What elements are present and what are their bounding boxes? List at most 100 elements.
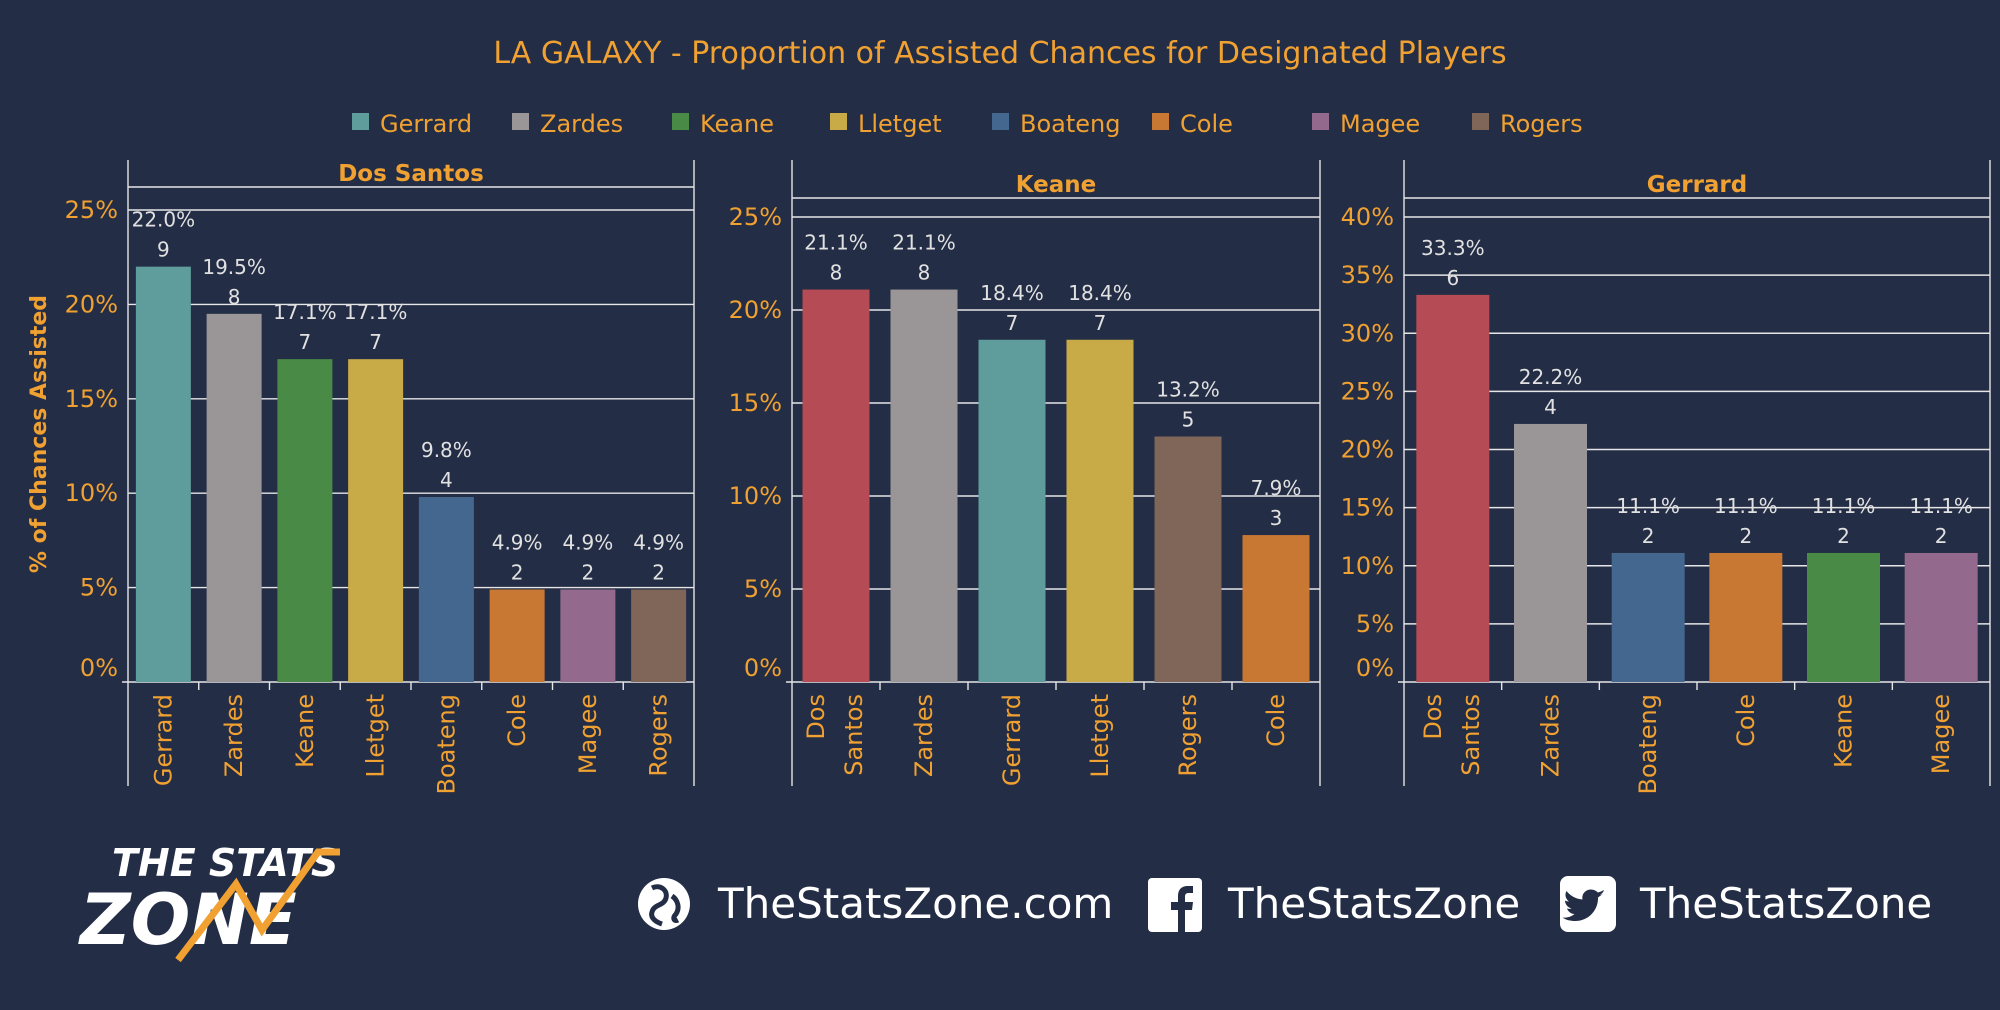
facebook-icon xyxy=(1148,878,1202,932)
legend-label-cole: Cole xyxy=(1180,110,1233,138)
data-label-count: 7 xyxy=(1094,311,1107,335)
data-label-count: 2 xyxy=(1739,524,1752,548)
x-tick-label-dos-santos: Dos xyxy=(802,694,830,740)
bar-gerrard-zardes xyxy=(1514,423,1587,682)
bar-keane-zardes xyxy=(890,289,958,682)
legend-label-zardes: Zardes xyxy=(540,110,623,138)
legend-label-boateng: Boateng xyxy=(1020,110,1120,138)
data-label-count: 4 xyxy=(1544,395,1557,419)
legend-item-rogers: Rogers xyxy=(1472,110,1583,138)
panel-title-dos-santos: Dos Santos xyxy=(338,161,484,187)
x-tick-label-zardes: Zardes xyxy=(910,694,938,777)
legend-label-keane: Keane xyxy=(700,110,774,138)
panel-keane: Keane 0% 5% 10% 15% 20% 25% 21.1% 8 Dos Santos 21.1… xyxy=(729,160,1321,786)
website-link[interactable]: TheStatsZone.com xyxy=(717,879,1113,928)
data-label-count: 8 xyxy=(228,285,241,309)
facebook-handle[interactable]: TheStatsZone xyxy=(1227,879,1520,928)
data-label-pct: 18.4% xyxy=(1068,281,1132,305)
panel-gerrard: Gerrard 0% 5% 10% 15% 20% 25% 30% 35% 40% 33.3% 6 Do… xyxy=(1341,160,1991,794)
x-tick-label-lletget: Lletget xyxy=(362,694,390,778)
y-tick-label: 10% xyxy=(729,482,782,510)
x-tick-label-boateng: Boateng xyxy=(432,694,460,794)
data-label-pct: 17.1% xyxy=(344,300,408,324)
data-label-count: 2 xyxy=(652,560,665,584)
y-tick-label: 15% xyxy=(65,385,118,413)
y-tick-label: 25% xyxy=(65,196,118,224)
y-tick-label: 20% xyxy=(65,290,118,318)
data-label-count: 9 xyxy=(157,238,170,262)
x-tick-label-cole: Cole xyxy=(1262,694,1290,747)
data-label-pct: 22.0% xyxy=(132,208,196,232)
y-tick-label: 5% xyxy=(80,574,118,602)
data-label-count: 2 xyxy=(1935,524,1948,548)
legend-item-keane: Keane xyxy=(672,110,774,138)
stats-zone-logo: THE STATS ZONE xyxy=(78,841,340,963)
data-label-pct: 19.5% xyxy=(202,255,266,279)
data-label-count: 7 xyxy=(299,330,312,354)
y-tick-label: 10% xyxy=(1341,552,1394,580)
x-tick-label-zardes: Zardes xyxy=(1537,694,1565,777)
data-label-count: 4 xyxy=(440,468,453,492)
legend-swatch-magee xyxy=(1312,113,1329,130)
legend-swatch-boateng xyxy=(992,113,1009,130)
x-tick-label-dos-santos: Santos xyxy=(840,694,868,776)
y-tick-label: 20% xyxy=(729,296,782,324)
legend-label-gerrard: Gerrard xyxy=(380,110,472,138)
y-tick-label: 15% xyxy=(729,389,782,417)
legend-swatch-keane xyxy=(672,113,689,130)
globe-icon xyxy=(638,878,690,930)
x-tick-label-lletget: Lletget xyxy=(1086,694,1114,778)
data-label-pct: 11.1% xyxy=(1812,494,1876,518)
x-tick-label-cole: Cole xyxy=(1732,694,1760,747)
twitter-handle[interactable]: TheStatsZone xyxy=(1639,879,1932,928)
bar-keane-dos-santos xyxy=(802,289,870,682)
data-label-pct: 18.4% xyxy=(980,281,1044,305)
legend-swatch-zardes xyxy=(512,113,529,130)
y-tick-label: 0% xyxy=(80,654,118,682)
legend-item-cole: Cole xyxy=(1152,110,1233,138)
data-label-pct: 33.3% xyxy=(1421,236,1485,260)
data-label-pct: 7.9% xyxy=(1251,476,1302,500)
y-tick-label: 30% xyxy=(1341,319,1394,347)
bar-dos-santos-gerrard xyxy=(135,266,191,682)
bar-keane-cole xyxy=(1242,535,1310,682)
bar-gerrard-keane xyxy=(1807,552,1880,682)
y-tick-label: 10% xyxy=(65,479,118,507)
legend-item-gerrard: Gerrard xyxy=(352,110,472,138)
footer: THE STATS ZONE TheStatsZone.com TheStats… xyxy=(78,841,1932,963)
x-tick-label-magee: Magee xyxy=(1927,694,1955,774)
panel-dos-santos: Dos Santos 0% 5% 10% 15% 20% 25% 22.0% 9 Gerrard 1… xyxy=(65,160,695,794)
data-label-count: 7 xyxy=(369,330,382,354)
legend: Gerrard Zardes Keane Lletget Boateng Cole Mage… xyxy=(352,110,1583,138)
y-tick-label: 0% xyxy=(1356,654,1394,682)
bar-dos-santos-keane xyxy=(277,359,333,682)
logo-swoosh xyxy=(175,848,340,963)
bar-keane-rogers xyxy=(1154,436,1222,682)
data-label-count: 2 xyxy=(1837,524,1850,548)
y-tick-label: 5% xyxy=(744,575,782,603)
bar-dos-santos-rogers xyxy=(631,589,687,682)
x-tick-label-boateng: Boateng xyxy=(1634,694,1662,794)
bar-gerrard-cole xyxy=(1709,552,1783,682)
bar-dos-santos-lletget xyxy=(348,359,404,682)
legend-label-lletget: Lletget xyxy=(858,110,942,138)
bar-dos-santos-cole xyxy=(489,589,545,682)
x-tick-label-keane: Keane xyxy=(1830,694,1858,768)
data-label-pct: 4.9% xyxy=(633,530,684,554)
panel-title-gerrard: Gerrard xyxy=(1647,172,1748,198)
data-label-count: 8 xyxy=(830,261,843,285)
bar-gerrard-dos-santos xyxy=(1416,294,1490,682)
legend-item-zardes: Zardes xyxy=(512,110,623,138)
x-tick-label-magee: Magee xyxy=(574,694,602,774)
bar-dos-santos-magee xyxy=(560,589,616,682)
bar-gerrard-magee xyxy=(1904,552,1978,682)
chart-title: LA GALAXY - Proportion of Assisted Chanc… xyxy=(493,36,1506,71)
y-tick-label: 25% xyxy=(729,203,782,231)
x-tick-label-gerrard: Gerrard xyxy=(149,694,177,786)
twitter-icon xyxy=(1560,876,1616,932)
legend-swatch-rogers xyxy=(1472,113,1489,130)
data-label-count: 5 xyxy=(1182,407,1195,431)
y-tick-label: 25% xyxy=(1341,377,1394,405)
